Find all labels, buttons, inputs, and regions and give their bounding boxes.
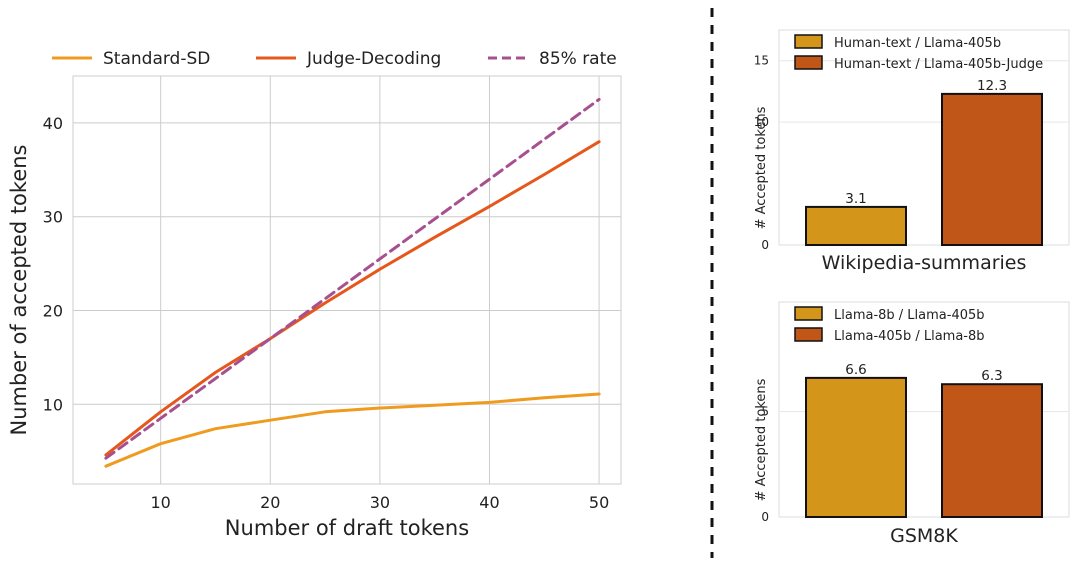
line-chart-y-axis-label: Number of accepted tokens [7,145,31,436]
line-chart-y-ticks: 10 20 30 40 [43,114,63,414]
line-chart-x-axis-label: Number of draft tokens [225,516,469,540]
wikipedia-y-tick-label-10: 10 [754,115,769,129]
line-chart-grid [73,76,621,484]
series-line-85-rate [104,97,601,460]
x-tick-label-20: 20 [260,493,280,512]
x-tick-label-10: 10 [151,493,171,512]
gsm8k-chart-legend: Llama-8b / Llama-405b Llama-405b / Llama… [794,306,985,344]
series-line-standard-sd [104,392,601,468]
legend-label-85-rate: 85% rate [539,49,617,69]
legend-swatch-human-text-llama-405b-judge [794,55,823,70]
gsm8k-chart-bars: 6.6 6.3 [805,362,1043,518]
wikipedia-bar-human-text-llama-405b-judge [941,92,1043,246]
gsm8k-chart-y-axis-label: # Accepted tokens [754,378,769,501]
y-tick-label-20: 20 [43,301,63,320]
legend-label-human-text-llama-405b: Human-text / Llama-405b [834,36,1001,51]
x-tick-label-40: 40 [479,493,499,512]
line-chart-frame [72,75,622,485]
bar-chart-gsm8k: 6.6 6.3 05 GSM8K # Accepted tokens Llama-… [754,301,1070,547]
bar-chart-wikipedia: 3.1 12.3 0 10 15 Wikipedia-summaries # Acce… [754,29,1070,274]
legend-label-llama-405b-llama-8b: Llama-405b / Llama-8b [834,329,985,344]
wikipedia-bar-human-text-llama-405b [805,205,907,247]
legend-swatch-human-text-llama-405b [794,34,823,49]
legend-label-llama-8b-llama-405b: Llama-8b / Llama-405b [834,308,985,323]
y-tick-label-10: 10 [43,395,63,414]
wikipedia-chart-frame [778,29,1070,246]
gsm8k-chart-frame [778,301,1070,518]
y-tick-label-30: 30 [43,208,63,227]
gsm8k-bar-llama-405b-llama-8b [941,383,1043,518]
wikipedia-y-tick-label-0: 0 [761,238,769,252]
wikipedia-y-tick-label-15: 15 [754,54,769,68]
gsm8k-value-label-llama-405b-llama-8b: 6.3 [981,368,1002,384]
wikipedia-chart-y-axis-label: # Accepted tokens [754,106,769,229]
line-chart-x-ticks: 10 20 30 40 50 [151,493,610,512]
legend-label-standard-sd: Standard-SD [103,49,210,69]
wikipedia-chart-y-ticks: 0 10 15 [754,54,769,252]
gsm8k-y-tick-label-5: 5 [761,405,769,419]
x-tick-label-30: 30 [370,493,390,512]
gsm8k-value-label-llama-8b-llama-405b: 6.6 [845,362,866,378]
gsm8k-chart-y-ticks: 05 [761,405,769,524]
y-tick-label-40: 40 [43,114,63,133]
gsm8k-y-tick-label-0: 0 [761,510,769,524]
wikipedia-value-label-human-text-llama-405b: 3.1 [845,191,866,207]
line-chart: 10 20 30 40 50 10 20 30 40 Number of draft toke… [7,49,622,540]
line-chart-legend: Standard-SD Judge-Decoding 85% rate [52,49,617,69]
wikipedia-chart-legend: Human-text / Llama-405b Human-text / Lla… [794,34,1043,72]
gsm8k-bar-llama-8b-llama-405b [805,376,907,518]
x-tick-label-50: 50 [589,493,609,512]
wikipedia-value-label-human-text-llama-405b-judge: 12.3 [977,78,1007,94]
line-chart-series-group [104,97,601,468]
legend-swatch-llama-8b-llama-405b [794,306,823,321]
gsm8k-chart-x-category: GSM8K [890,525,958,547]
legend-swatch-llama-405b-llama-8b [794,327,823,342]
legend-label-judge-decoding: Judge-Decoding [306,49,441,69]
wikipedia-chart-x-category: Wikipedia-summaries [822,252,1027,274]
series-line-judge-decoding [104,140,601,457]
legend-label-human-text-llama-405b-judge: Human-text / Llama-405b-Judge [834,57,1043,72]
wikipedia-chart-bars: 3.1 12.3 [805,78,1043,247]
